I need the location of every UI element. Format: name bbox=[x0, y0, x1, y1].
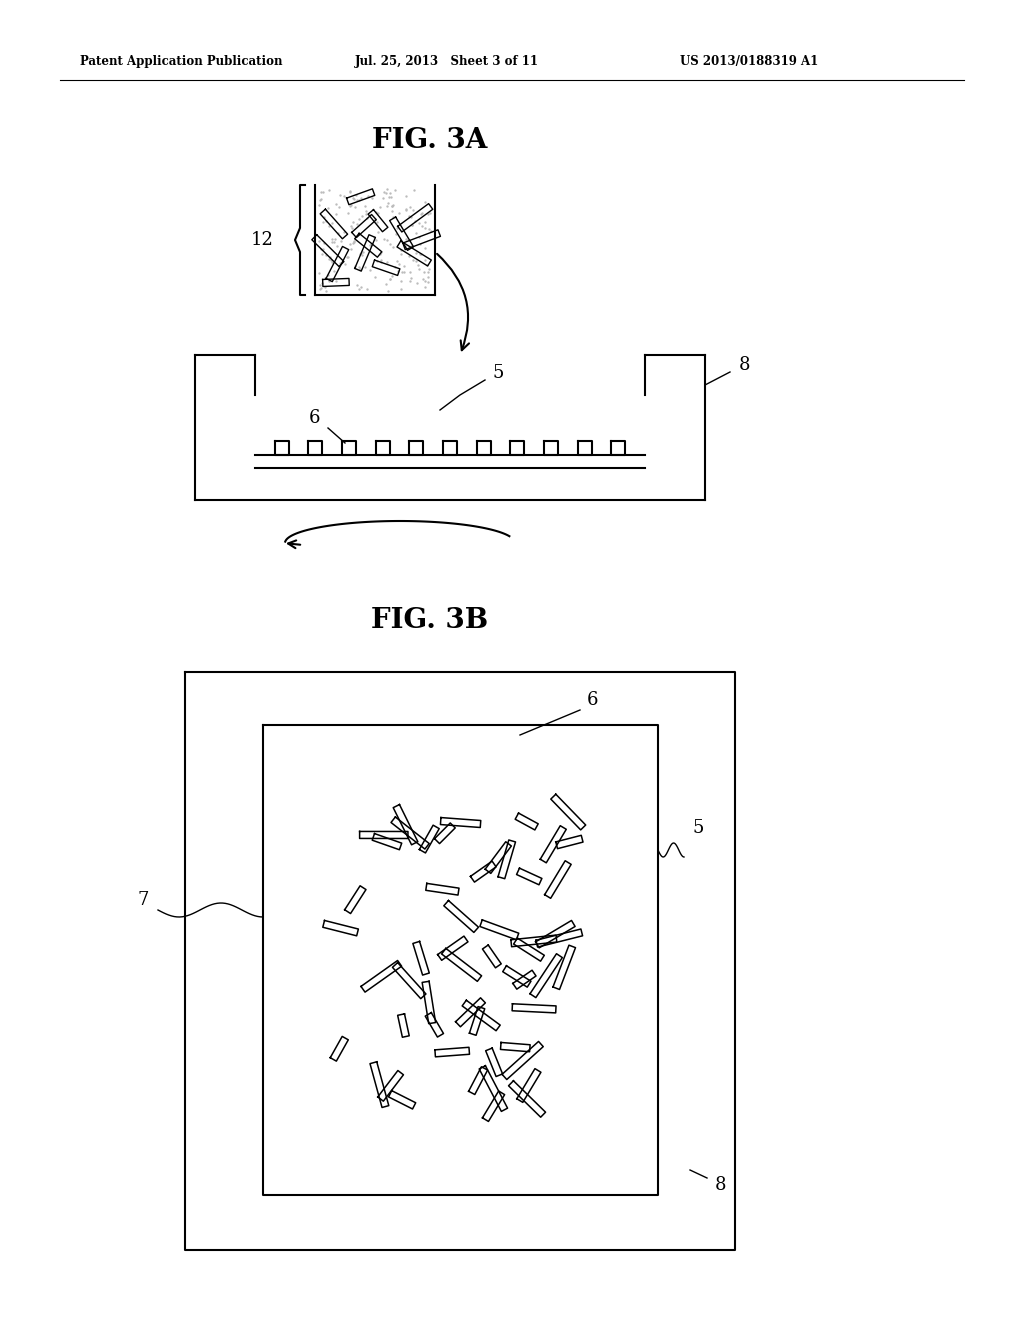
Text: 12: 12 bbox=[251, 231, 273, 249]
Text: 6: 6 bbox=[309, 409, 321, 426]
FancyArrowPatch shape bbox=[437, 253, 469, 350]
Text: Jul. 25, 2013   Sheet 3 of 11: Jul. 25, 2013 Sheet 3 of 11 bbox=[355, 55, 539, 69]
Text: 5: 5 bbox=[493, 364, 504, 381]
FancyArrowPatch shape bbox=[288, 540, 300, 548]
Text: FIG. 3A: FIG. 3A bbox=[373, 127, 487, 153]
Text: 7: 7 bbox=[137, 891, 148, 909]
Text: US 2013/0188319 A1: US 2013/0188319 A1 bbox=[680, 55, 818, 69]
Text: FIG. 3B: FIG. 3B bbox=[372, 606, 488, 634]
Text: 5: 5 bbox=[692, 818, 703, 837]
Text: 8: 8 bbox=[715, 1176, 726, 1195]
Text: 8: 8 bbox=[739, 356, 751, 374]
Text: Patent Application Publication: Patent Application Publication bbox=[80, 55, 283, 69]
Text: 6: 6 bbox=[587, 690, 598, 709]
